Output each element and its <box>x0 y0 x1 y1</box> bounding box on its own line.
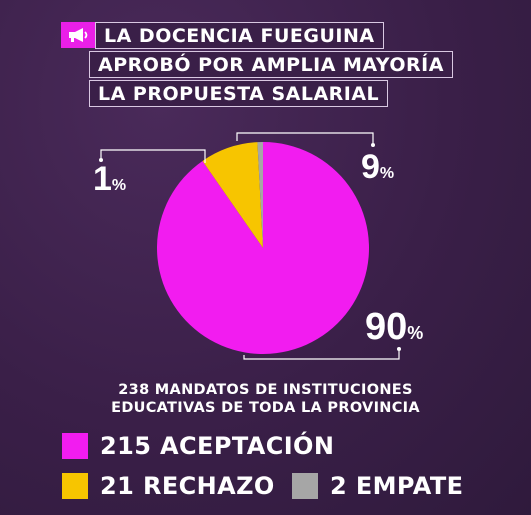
percent-label-90: 90% <box>365 306 423 348</box>
percent-label-9: 9% <box>361 148 394 186</box>
legend-swatch-empate <box>292 473 318 499</box>
leader-line-90 <box>243 351 400 360</box>
leader-line-1 <box>100 149 206 163</box>
legend-item-empate: 2 EMPATE <box>292 472 463 500</box>
subtitle-line-2: EDUCATIVAS DE TODA LA PROVINCIA <box>111 400 420 416</box>
headline-line-2: APROBÓ POR AMPLIA MAYORÍA <box>89 51 453 78</box>
headline-line-3: LA PROPUESTA SALARIAL <box>89 80 389 107</box>
slice-aceptacion <box>157 142 370 354</box>
slice-empate <box>257 142 263 248</box>
legend-item-aceptacion: 215 ACEPTACIÓN <box>62 432 334 460</box>
subtitle: 238 MANDATOS DE INSTITUCIONES EDUCATIVAS… <box>0 381 531 417</box>
slice-rechazo <box>202 142 263 248</box>
legend-label-rechazo: 21 RECHAZO <box>100 472 275 500</box>
headline: LA DOCENCIA FUEGUINA APROBÓ POR AMPLIA M… <box>61 22 453 109</box>
legend-label-aceptacion: 215 ACEPTACIÓN <box>100 432 335 460</box>
leader-line-9 <box>236 132 374 143</box>
subtitle-line-1: 238 MANDATOS DE INSTITUCIONES <box>118 382 413 398</box>
legend-item-rechazo: 21 RECHAZO <box>62 472 275 500</box>
headline-line-1: LA DOCENCIA FUEGUINA <box>95 22 384 49</box>
percent-label-1: 1% <box>93 160 126 198</box>
legend-label-empate: 2 EMPATE <box>330 472 464 500</box>
megaphone-icon <box>61 22 95 48</box>
pie-chart: 9% 1% 90% <box>93 132 423 360</box>
legend-swatch-aceptacion <box>62 433 88 459</box>
legend-swatch-rechazo <box>62 473 88 499</box>
